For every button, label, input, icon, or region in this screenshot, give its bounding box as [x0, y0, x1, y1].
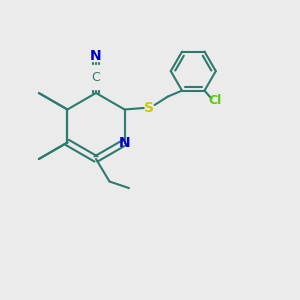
Text: S: S — [144, 101, 154, 115]
Text: Cl: Cl — [209, 94, 222, 107]
Text: C: C — [92, 70, 100, 84]
Text: N: N — [119, 136, 130, 149]
Text: N: N — [90, 50, 102, 63]
